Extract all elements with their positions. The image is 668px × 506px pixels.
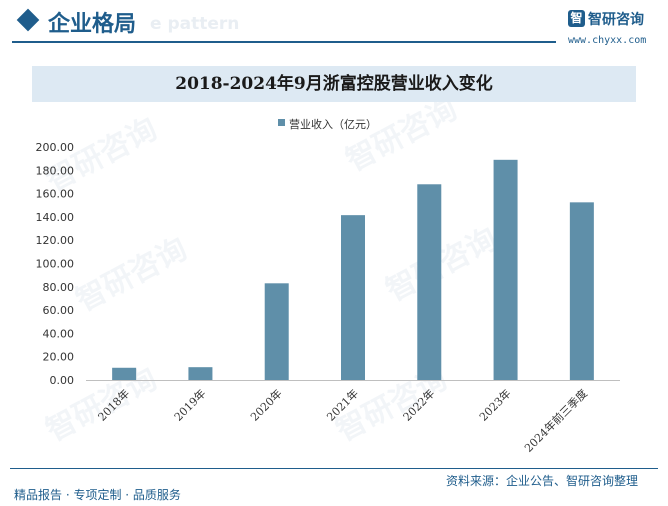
brand-url: www.chyxx.com [568, 35, 647, 46]
y-tick-label: 0.00 [50, 374, 75, 387]
section-title: 企业格局 [48, 12, 137, 37]
section-ghost-text: e pattern [150, 14, 240, 34]
legend-swatch [278, 119, 285, 126]
bar [112, 367, 137, 380]
footer-divider [10, 468, 658, 469]
bar [569, 202, 594, 380]
bar [417, 184, 442, 380]
y-tick-label: 40.00 [43, 327, 75, 340]
bar [493, 159, 518, 380]
y-tick-label: 20.00 [43, 351, 75, 364]
brand-name: 智研咨询 [588, 12, 644, 28]
y-tick-label: 200.00 [36, 141, 75, 154]
y-tick-label: 140.00 [36, 211, 75, 224]
x-tick-label: 2023年 [476, 386, 513, 423]
footer-slogan: 精品报告 · 专项定制 · 品质服务 [14, 488, 181, 502]
page-header: 企业格局 e pattern 智 智研咨询 www.chyxx.com [0, 0, 668, 46]
y-tick-label: 80.00 [43, 281, 75, 294]
y-tick-label: 120.00 [36, 234, 75, 247]
revenue-bar-chart: 0.00 20.00 40.00 60.00 80.00 100.00 120.00 140.… [36, 141, 620, 455]
y-tick-label: 100.00 [36, 258, 75, 271]
x-tick-label: 2022年 [400, 386, 437, 423]
x-tick-label: 2019年 [171, 386, 208, 423]
chart-title-band: 2018-2024年9月浙富控股营业收入变化 [32, 66, 636, 102]
y-tick-label: 180.00 [36, 164, 75, 177]
x-tick-label: 2018年 [95, 386, 132, 423]
bar [264, 283, 289, 380]
bar [188, 367, 213, 380]
footer-source: 资料来源：企业公告、智研咨询整理 [446, 474, 639, 488]
legend-label: 营业收入（亿元） [289, 118, 377, 131]
x-tick-label: 2021年 [324, 386, 361, 423]
header-divider [12, 41, 556, 43]
y-tick-label: 60.00 [43, 304, 75, 317]
bar [341, 215, 365, 380]
x-tick-label: 2024年前三季度 [521, 386, 590, 455]
x-tick-label: 2020年 [247, 386, 284, 423]
y-tick-label: 160.00 [36, 188, 75, 201]
brand-logo-icon: 智 [568, 10, 585, 27]
chart-title: 2018-2024年9月浙富控股营业收入变化 [175, 74, 493, 94]
